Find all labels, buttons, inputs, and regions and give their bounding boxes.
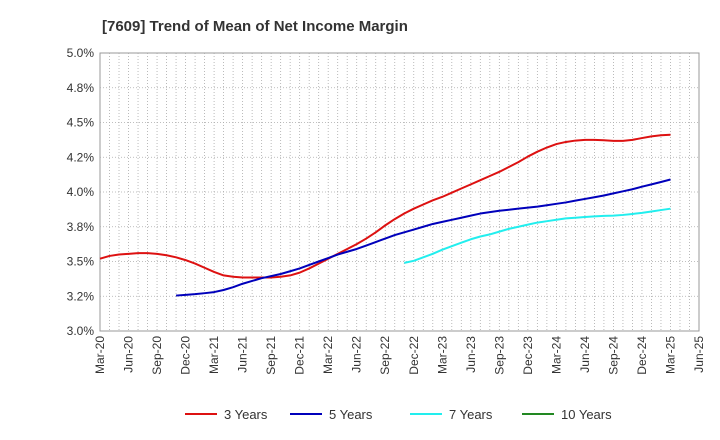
legend-label-5-years: 5 Years — [329, 407, 373, 422]
series-line-7-years — [404, 207, 671, 264]
legend-label-10-years: 10 Years — [561, 407, 612, 422]
y-tick-label: 4.2% — [67, 150, 95, 164]
plot-area — [99, 52, 700, 332]
x-tick-label: Sep-20 — [150, 336, 164, 375]
y-tick-label: 4.0% — [67, 185, 95, 199]
grid-layer — [100, 53, 699, 331]
legend-label-7-years: 7 Years — [449, 407, 493, 422]
y-tick-label: 4.8% — [67, 81, 95, 95]
y-tick-label: 4.5% — [67, 116, 95, 130]
series-line-5-years — [175, 178, 671, 297]
x-tick-label: Jun-24 — [578, 336, 592, 373]
legend-label-3-years: 3 Years — [224, 407, 268, 422]
x-tick-label: Jun-25 — [692, 336, 706, 373]
series-layer — [99, 133, 671, 297]
x-tick-label: Mar-20 — [93, 336, 107, 374]
chart-title: [7609] Trend of Mean of Net Income Margi… — [102, 18, 408, 35]
legend: 3 Years 5 Years 7 Years 10 Years — [185, 407, 612, 422]
x-tick-label: Jun-21 — [236, 336, 250, 373]
series-line-3-years — [99, 133, 671, 279]
y-tick-label: 3.8% — [67, 220, 95, 234]
x-tick-label: Mar-22 — [321, 336, 335, 374]
x-tick-label: Dec-20 — [179, 336, 193, 375]
x-tick-label: Mar-24 — [549, 336, 563, 374]
x-tick-label: Dec-21 — [293, 336, 307, 375]
y-tick-label: 3.0% — [67, 324, 95, 338]
x-axis-ticks: Mar-20 Jun-20 Sep-20 Dec-20 Mar-21 Jun-21 Sep-… — [93, 336, 706, 375]
x-tick-label: Dec-24 — [635, 336, 649, 375]
x-tick-label: Sep-22 — [378, 336, 392, 375]
y-tick-label: 3.5% — [67, 255, 95, 269]
x-tick-label: Jun-22 — [350, 336, 364, 373]
x-tick-label: Sep-24 — [606, 336, 620, 375]
x-tick-label: Dec-22 — [407, 336, 421, 375]
y-axis-ticks: 3.0% 3.2% 3.5% 3.8% 4.0% 4.2% 4.5% 4.8% 5.0% — [67, 46, 95, 338]
x-tick-label: Mar-21 — [207, 336, 221, 374]
x-tick-label: Sep-21 — [264, 336, 278, 375]
x-tick-label: Jun-23 — [464, 336, 478, 373]
x-tick-label: Dec-23 — [521, 336, 535, 375]
x-tick-label: Jun-20 — [122, 336, 136, 373]
y-tick-label: 3.2% — [67, 289, 95, 303]
x-tick-label: Sep-23 — [492, 336, 506, 375]
x-tick-label: Mar-23 — [435, 336, 449, 374]
x-tick-label: Mar-25 — [663, 336, 677, 374]
y-tick-label: 5.0% — [67, 46, 95, 60]
